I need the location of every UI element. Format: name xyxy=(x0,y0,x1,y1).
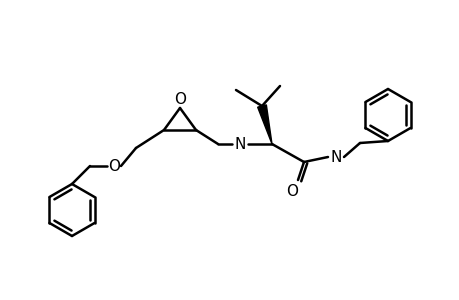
Text: N: N xyxy=(330,149,341,164)
Polygon shape xyxy=(257,105,271,144)
Text: O: O xyxy=(108,158,120,173)
Text: O: O xyxy=(285,184,297,200)
Text: N: N xyxy=(234,136,245,152)
Text: O: O xyxy=(174,92,185,106)
